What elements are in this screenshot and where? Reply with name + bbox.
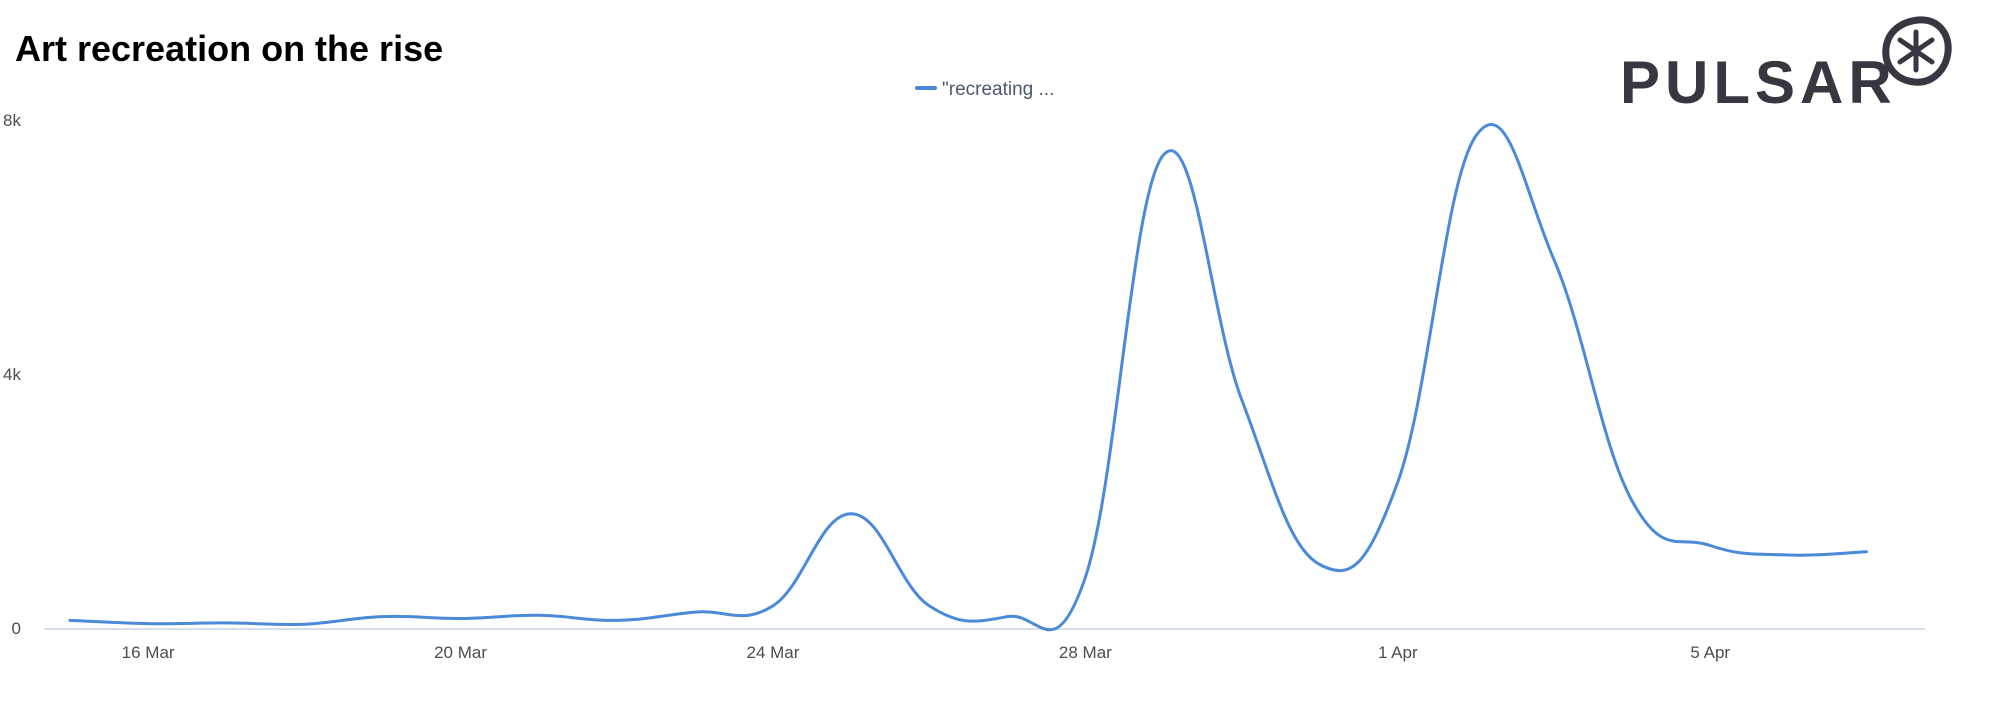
chart-legend[interactable]: "recreating ... <box>915 79 1054 100</box>
y-tick-label: 0 <box>12 619 21 638</box>
data-point[interactable] <box>615 618 619 622</box>
data-point[interactable] <box>302 622 306 626</box>
data-point[interactable] <box>224 621 228 625</box>
data-point[interactable] <box>459 617 463 621</box>
series-layer <box>68 123 1868 632</box>
asterisk-circle-logo-icon <box>1882 16 1952 86</box>
data-point[interactable] <box>1396 480 1400 484</box>
data-point[interactable] <box>537 613 541 617</box>
y-tick-label: 4k <box>3 365 21 384</box>
data-point[interactable] <box>693 610 697 614</box>
data-point[interactable] <box>1240 397 1244 401</box>
data-point[interactable] <box>1552 258 1556 262</box>
data-point[interactable] <box>1786 553 1790 557</box>
data-point[interactable] <box>146 622 150 626</box>
series-line[interactable] <box>68 123 1868 632</box>
data-point[interactable] <box>1708 544 1712 548</box>
logo-text: PULSAR <box>1620 49 1897 116</box>
data-point[interactable] <box>849 512 853 516</box>
x-tick-label: 1 Apr <box>1378 643 1418 662</box>
data-point[interactable] <box>1630 499 1634 503</box>
y-axis: 0 4k 8k <box>3 111 21 638</box>
x-tick-label: 28 Mar <box>1059 643 1112 662</box>
x-tick-label: 20 Mar <box>434 643 487 662</box>
data-point[interactable] <box>1474 134 1478 138</box>
x-axis: 16 Mar 20 Mar 24 Mar 28 Mar 1 Apr 5 Apr <box>44 628 1925 662</box>
legend-label: "recreating ... <box>942 79 1054 100</box>
data-point[interactable] <box>1318 563 1322 567</box>
x-tick-label: 5 Apr <box>1690 643 1730 662</box>
data-point[interactable] <box>1162 153 1166 157</box>
data-point[interactable] <box>1083 575 1087 579</box>
data-point[interactable] <box>380 615 384 619</box>
data-point[interactable] <box>1005 615 1009 619</box>
y-tick-label: 8k <box>3 111 21 130</box>
data-point[interactable] <box>1864 550 1868 554</box>
chart-title: Art recreation on the rise <box>15 28 444 69</box>
x-tick-label: 24 Mar <box>747 643 800 662</box>
x-tick-label: 16 Mar <box>122 643 175 662</box>
data-point[interactable] <box>927 604 931 608</box>
data-point[interactable] <box>771 604 775 608</box>
pulsar-logo: PULSAR <box>1620 14 1960 116</box>
data-point[interactable] <box>68 618 72 622</box>
